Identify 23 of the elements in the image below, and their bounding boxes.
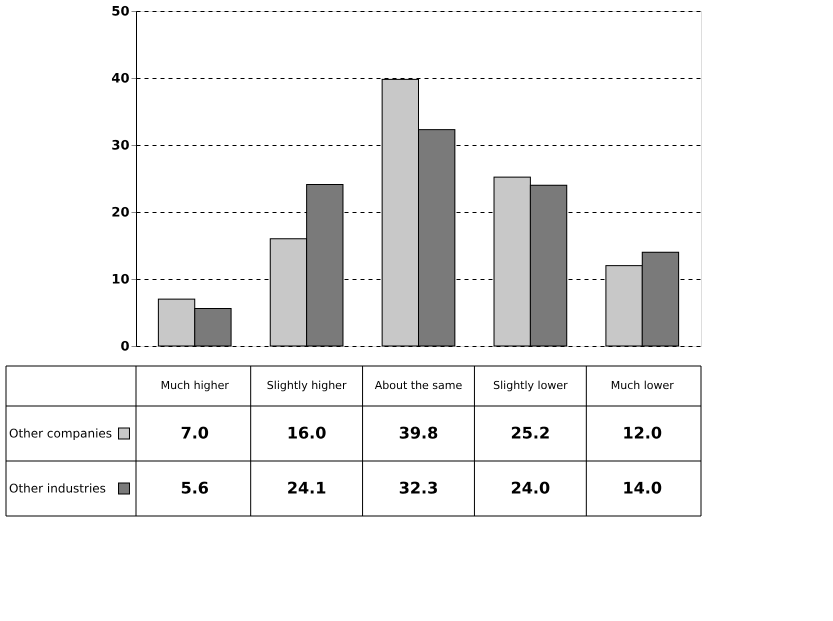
y-tick-label: 40 bbox=[111, 72, 130, 86]
data-label: 25.2 bbox=[510, 424, 550, 442]
x-tick-label: Much lower bbox=[610, 379, 674, 392]
y-tick-label: 10 bbox=[111, 272, 130, 288]
x-tick-label: About the same bbox=[374, 379, 462, 392]
data-label: 14.0 bbox=[622, 478, 662, 498]
y-tick-label: 30 bbox=[111, 138, 130, 154]
data-label: 24.1 bbox=[286, 478, 326, 498]
y-tick-label: 20 bbox=[111, 206, 130, 220]
data-label: 32.3 bbox=[398, 478, 438, 498]
legend-label: Other companies bbox=[9, 426, 112, 440]
data-label: 16.0 bbox=[286, 424, 326, 442]
x-tick-label: Slightly lower bbox=[493, 379, 568, 392]
data-label: 5.6 bbox=[180, 478, 209, 498]
y-tick-label: 0 bbox=[120, 340, 130, 354]
data-label: 24.0 bbox=[510, 478, 550, 498]
x-tick-label: Much higher bbox=[160, 379, 230, 392]
data-label: 39.8 bbox=[398, 424, 438, 442]
data-label: 12.0 bbox=[622, 424, 662, 442]
legend-label: Other industries bbox=[9, 482, 106, 496]
x-tick-label: Slightly higher bbox=[266, 379, 347, 392]
data-label: 7.0 bbox=[180, 424, 209, 442]
y-tick-label: 50 bbox=[111, 4, 130, 20]
